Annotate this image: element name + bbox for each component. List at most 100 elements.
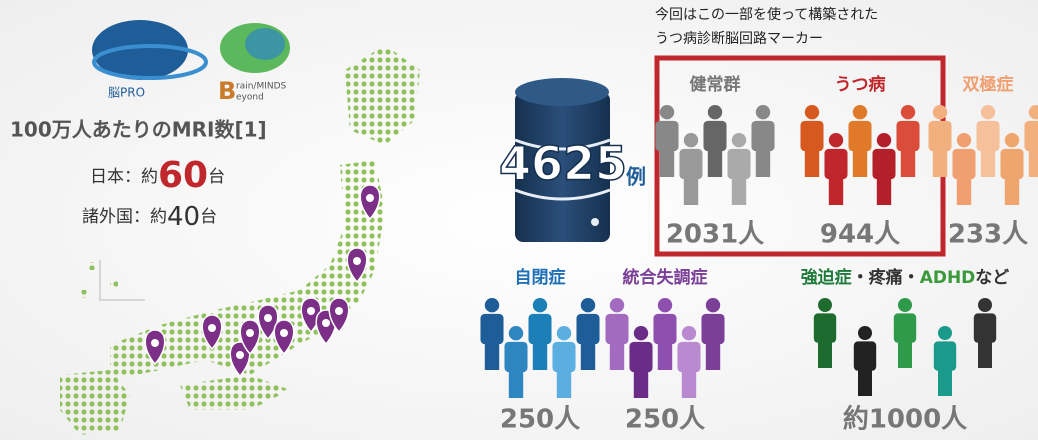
body	[933, 341, 957, 371]
head	[707, 105, 723, 120]
person-icon	[952, 133, 976, 205]
head	[705, 298, 721, 313]
head	[818, 298, 832, 312]
body	[952, 148, 976, 180]
pin-dot	[353, 257, 361, 265]
head	[580, 298, 596, 313]
group-label: 双極症	[963, 74, 1014, 95]
legs	[633, 369, 649, 398]
person-icon	[973, 298, 997, 368]
legs	[508, 369, 524, 398]
legs	[828, 176, 844, 205]
database-icon	[514, 78, 611, 242]
legs	[580, 341, 596, 370]
pin-dot	[151, 339, 159, 347]
logo-text: rain/MINDS	[236, 82, 287, 92]
head	[755, 105, 771, 120]
person-icon	[751, 105, 775, 177]
body	[848, 120, 872, 152]
person-icon	[1000, 133, 1024, 205]
legs	[956, 176, 972, 205]
person-icon	[848, 105, 872, 177]
body	[701, 313, 725, 345]
label-part: 自閉症	[515, 267, 566, 288]
body	[727, 148, 751, 180]
legs	[609, 341, 625, 370]
legs	[980, 148, 996, 177]
head	[804, 105, 820, 120]
group-label: うつ病	[835, 74, 886, 95]
label-part: など	[975, 268, 1009, 288]
mri-japan: 日本：約60台	[90, 155, 225, 196]
group-label: 健常群	[690, 74, 741, 95]
legs	[707, 148, 723, 177]
person-icon	[853, 326, 877, 396]
note: うつ病診断脳回路マーカー	[655, 31, 823, 47]
body	[853, 341, 877, 371]
person-icon	[824, 133, 848, 205]
pin-dot	[322, 319, 330, 327]
person-icon	[1024, 105, 1038, 177]
legs	[852, 148, 868, 177]
label-part: 統合失調症	[623, 267, 708, 288]
logo-text: eyond	[236, 93, 264, 103]
body	[576, 313, 600, 345]
legs	[876, 176, 892, 205]
head	[898, 298, 912, 312]
label-part: ・疼痛・	[852, 267, 920, 288]
head	[657, 298, 673, 313]
head	[1028, 105, 1038, 120]
brain-minds-logo	[220, 23, 290, 73]
label-part: 健常群	[690, 74, 741, 95]
head	[659, 105, 675, 120]
body	[480, 313, 504, 345]
person-icon	[629, 326, 653, 398]
person-icon	[727, 133, 751, 205]
head	[938, 326, 952, 340]
person-icon	[928, 105, 952, 177]
head	[681, 326, 697, 341]
group-label: 自閉症	[515, 267, 566, 288]
head	[484, 298, 500, 313]
head	[852, 105, 868, 120]
head	[556, 326, 572, 341]
legs	[657, 341, 673, 370]
body	[976, 120, 1000, 152]
head	[508, 326, 524, 341]
head	[532, 298, 548, 313]
body	[824, 148, 848, 180]
person-icon	[933, 326, 957, 396]
legs	[818, 340, 832, 368]
legs	[858, 368, 872, 396]
head	[683, 133, 699, 148]
body	[504, 341, 528, 373]
person-icon	[896, 105, 920, 177]
mri-others: 諸外国：約40台	[82, 202, 217, 232]
person-icon	[605, 298, 629, 370]
person-icon	[893, 298, 917, 368]
legs	[898, 340, 912, 368]
body	[655, 120, 679, 152]
body	[552, 341, 576, 373]
legs	[683, 176, 699, 205]
person-icon	[653, 298, 677, 370]
pin-dot	[280, 329, 288, 337]
legs	[938, 368, 952, 396]
body	[800, 120, 824, 152]
body	[751, 120, 775, 152]
person-icon	[976, 105, 1000, 177]
body	[703, 120, 727, 152]
legs	[755, 148, 771, 177]
legs	[1028, 148, 1038, 177]
legs	[705, 341, 721, 370]
label-part: うつ病	[835, 74, 886, 95]
head	[731, 133, 747, 148]
body	[605, 313, 629, 345]
person-icon	[655, 105, 679, 177]
legs	[659, 148, 675, 177]
pin-dot	[208, 324, 216, 332]
body	[677, 341, 701, 373]
group-count: 250人	[625, 405, 705, 435]
person-icon	[701, 298, 725, 370]
